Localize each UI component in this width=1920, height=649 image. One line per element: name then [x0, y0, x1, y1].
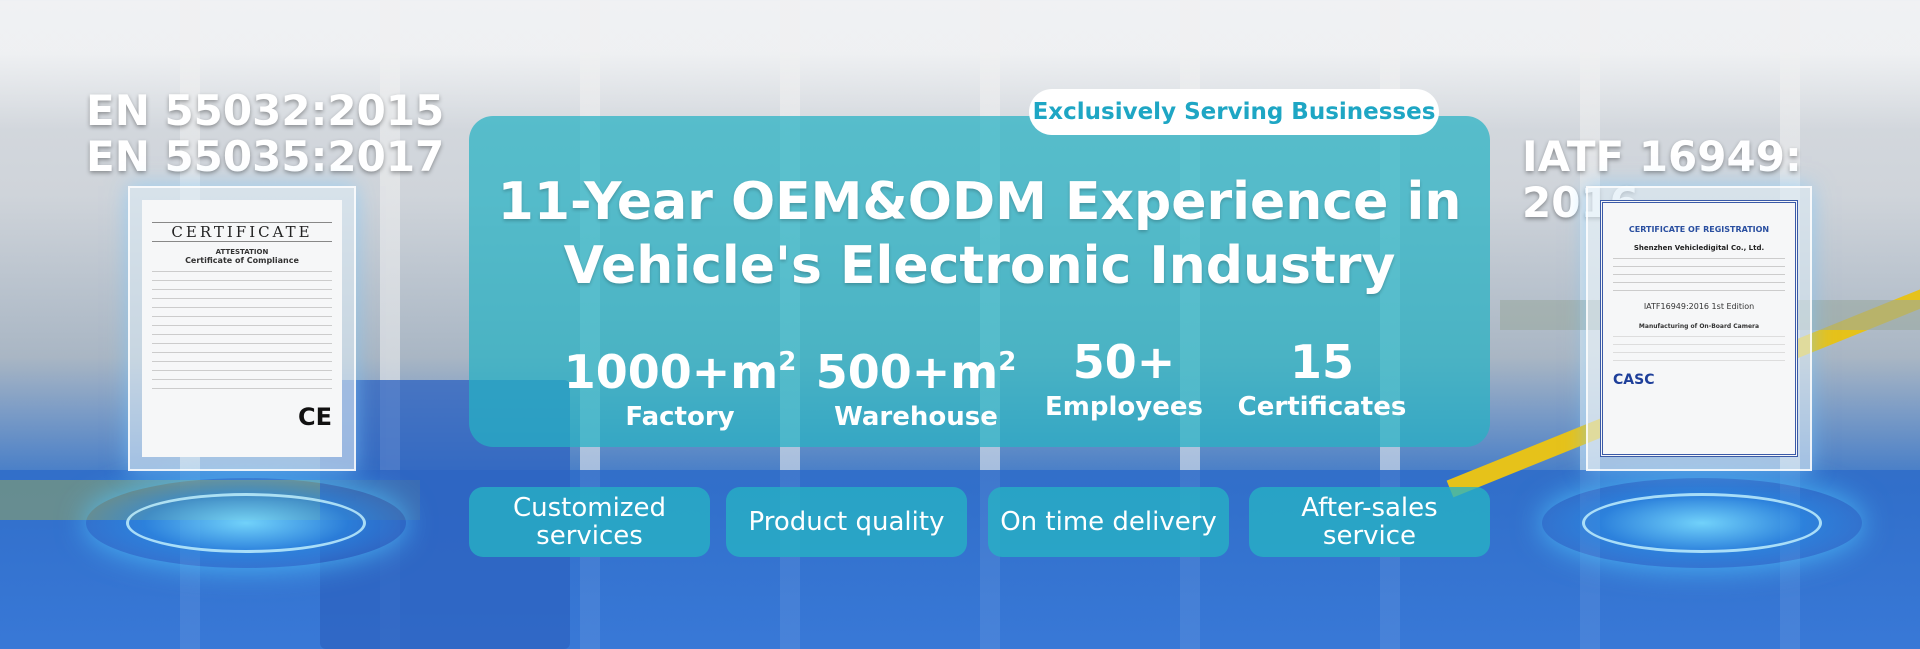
stat-label: Certificates	[1237, 392, 1407, 422]
stat-unit-sup: 2	[778, 347, 797, 377]
stat-label: Factory	[625, 402, 735, 432]
certificate-heading: CERTIFICATE	[152, 222, 332, 242]
stat-value: 500+m	[815, 345, 999, 399]
certificate-body	[1613, 258, 1785, 298]
headline-line2: Vehicle's Electronic Industry	[563, 236, 1396, 296]
left-pedestal	[86, 478, 406, 568]
en-55032-label: EN 55032:2015	[86, 86, 445, 135]
stat-certificates: 15 Certificates	[1202, 334, 1442, 424]
right-pedestal	[1542, 478, 1862, 568]
certificate-body	[152, 271, 332, 391]
stat-factory: 1000+m2 Factory	[560, 334, 800, 434]
en-55035-label: EN 55035:2017	[86, 132, 445, 181]
stat-label: Warehouse	[834, 402, 998, 432]
stat-warehouse: 500+m2 Warehouse	[796, 334, 1036, 434]
feature-on-time-delivery: On time delivery	[988, 487, 1229, 557]
certificate-subheading: Certificate of Compliance	[185, 256, 299, 265]
stat-employees: 50+ Employees	[1004, 334, 1244, 424]
headline-line1: 11-Year OEM&ODM Experience in	[497, 172, 1462, 232]
ce-mark: CE	[297, 403, 332, 431]
iatf-certificate: CERTIFICATE OF REGISTRATION Shenzhen Veh…	[1586, 186, 1812, 471]
certificate-standard: IATF16949:2016 1st Edition	[1643, 302, 1755, 311]
feature-product-quality: Product quality	[726, 487, 967, 557]
feature-after-sales-service: After-sales service	[1249, 487, 1490, 557]
headline: 11-Year OEM&ODM Experience in Vehicle's …	[469, 170, 1490, 298]
certificate-company: Shenzhen Vehicledigital Co., Ltd.	[1633, 244, 1765, 252]
casc-logo: CASC	[1613, 372, 1655, 388]
certificate-scope: Manufacturing of On-Board Camera	[1638, 323, 1760, 330]
certificate-subheading: ATTESTATION	[215, 248, 269, 256]
stat-label: Employees	[1045, 392, 1203, 422]
stat-unit-sup: 2	[998, 347, 1017, 377]
certificate-heading: CERTIFICATE OF REGISTRATION	[1628, 225, 1770, 234]
stat-value: 1000+m	[563, 345, 779, 399]
ce-certificate: CERTIFICATE ATTESTATION Certificate of C…	[128, 186, 356, 471]
certificate-body	[1613, 336, 1785, 366]
exclusive-badge: Exclusively Serving Businesses	[1029, 89, 1439, 135]
stat-value: 50+	[1072, 335, 1176, 389]
feature-customized-services: Customized services	[469, 487, 710, 557]
highlight-panel	[469, 116, 1490, 447]
stat-value: 15	[1289, 335, 1354, 389]
